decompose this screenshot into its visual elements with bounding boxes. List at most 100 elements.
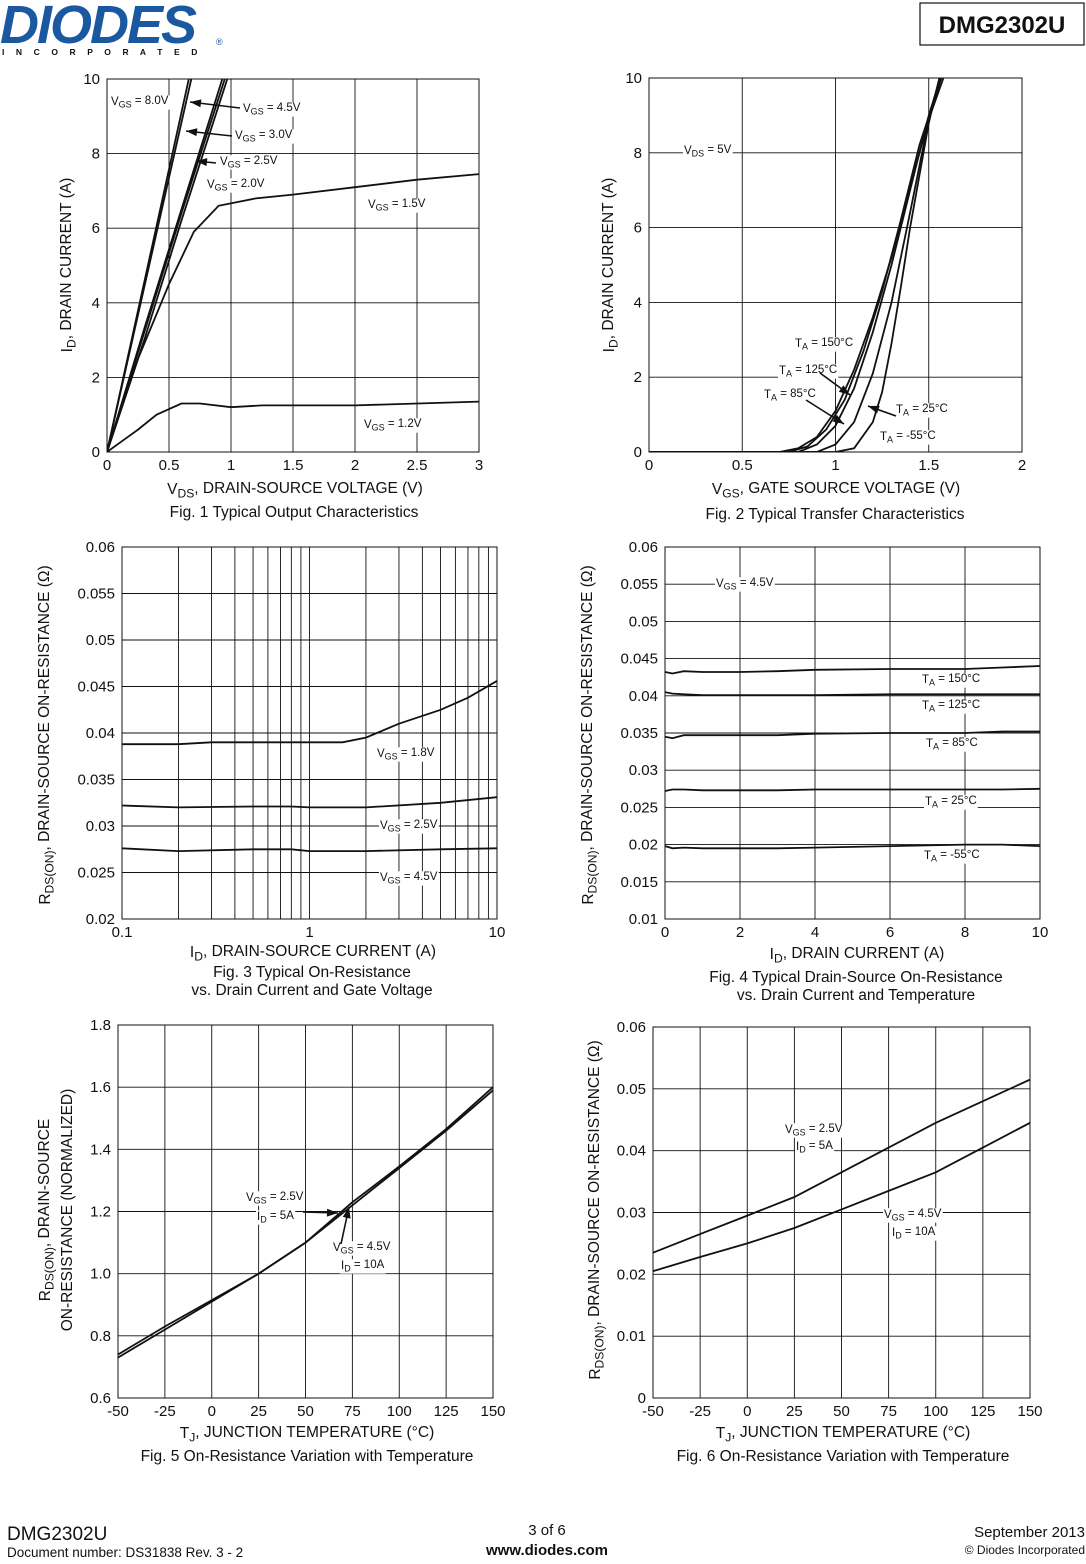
x-tick-label: 1.5 xyxy=(918,457,939,474)
series-label-base: V xyxy=(207,179,215,191)
y-axis-label: ID, DRAIN CURRENT (A) xyxy=(600,178,621,353)
series-label-subscript: GS xyxy=(385,752,398,762)
x-axis-label-base: T xyxy=(716,1425,726,1442)
label-background xyxy=(363,418,423,433)
x-tick-label: 25 xyxy=(786,1403,803,1420)
x-tick-label: 6 xyxy=(886,924,894,941)
footer-url[interactable]: www.diodes.com xyxy=(485,1542,608,1559)
label-background xyxy=(763,388,817,403)
x-axis-label-subscript: D xyxy=(194,950,203,964)
arrow-head-icon xyxy=(868,405,880,414)
series-line-3 xyxy=(122,847,497,853)
y-axis-label-base: I xyxy=(59,348,76,352)
series-label: ID = 10A xyxy=(341,1259,385,1273)
x-tick-label: 3 xyxy=(475,457,483,474)
y-axis-label: RDS(ON), DRAIN-SOURCE ON-RESISTANCE (Ω) xyxy=(579,565,600,904)
series-label-rest: = 2.5V xyxy=(401,819,438,831)
series-line-6 xyxy=(107,173,479,452)
series-label-rest: = 4.5V xyxy=(354,1241,391,1253)
y-tick-label: 0 xyxy=(634,444,642,461)
x-tick-label: 25 xyxy=(250,1403,267,1420)
y-tick-label: 0.06 xyxy=(629,539,658,556)
series-label-rest: = 2.5V xyxy=(241,155,278,167)
y-tick-label: 4 xyxy=(92,295,100,312)
y-tick-label: 0.05 xyxy=(617,1081,646,1098)
label-background xyxy=(925,737,979,752)
series-label-rest: = 1.2V xyxy=(385,418,422,430)
series-label-subscript: A xyxy=(929,704,935,714)
annotation-label-base: V xyxy=(684,145,692,157)
x-tick-label: 1.5 xyxy=(283,457,304,474)
label-background xyxy=(883,1208,943,1223)
x-tick-label: 0.1 xyxy=(112,924,133,941)
x-tick-label: 10 xyxy=(1032,924,1049,941)
annotation-label-base: V xyxy=(716,578,724,590)
footer-date: September 2013 xyxy=(974,1524,1085,1541)
y-axis-label-subscript: DS(ON) xyxy=(43,851,57,894)
y-axis-label: ID, DRAIN CURRENT (A) xyxy=(58,178,79,353)
x-axis-label-base: I xyxy=(770,946,774,963)
series-label-rest: = 2.5V xyxy=(267,1191,304,1203)
series-label-rest: = 8.0V xyxy=(132,95,169,107)
series-label-subscript: GS xyxy=(892,1213,905,1223)
series-label-base: V xyxy=(380,820,388,832)
series-label: VGS = 1.5V xyxy=(368,198,426,212)
x-tick-label: 100 xyxy=(387,1403,412,1420)
label-background xyxy=(340,1259,386,1274)
y-tick-label: 0.035 xyxy=(620,725,658,742)
x-tick-label: -50 xyxy=(642,1403,664,1420)
y-tick-label: 0.04 xyxy=(629,688,658,705)
y-tick-label: 2 xyxy=(634,369,642,386)
x-tick-label: -25 xyxy=(689,1403,711,1420)
series-label: VGS = 2.5V xyxy=(380,819,438,833)
x-axis-label-subscript: J xyxy=(725,1431,731,1445)
label-background xyxy=(332,1241,392,1256)
series-label-base: T xyxy=(922,700,929,712)
x-axis-label: TJ, JUNCTION TEMPERATURE (°C) xyxy=(716,1424,971,1445)
label-background xyxy=(795,1140,835,1155)
arrow-head-icon xyxy=(326,1208,338,1217)
label-background xyxy=(245,1191,305,1206)
x-axis-label: TJ, JUNCTION TEMPERATURE (°C) xyxy=(180,1424,435,1445)
x-tick-label: 0 xyxy=(103,457,111,474)
series-line-5 xyxy=(649,78,941,452)
y-axis-label-rest: , DRAIN CURRENT (A) xyxy=(58,178,75,340)
series-label-subscript: GS xyxy=(341,1246,354,1256)
y-tick-label: 6 xyxy=(92,220,100,237)
y-tick-label: 0.06 xyxy=(86,539,115,556)
footer-page: 3 of 6 xyxy=(528,1522,566,1539)
series-label: ID = 5A xyxy=(257,1210,294,1224)
x-axis-label-rest: , JUNCTION TEMPERATURE (°C) xyxy=(731,1424,970,1441)
x-tick-label: 1 xyxy=(831,457,839,474)
diodes-logo: DIODES ® I N C O R P O R A T E D xyxy=(0,0,223,57)
series-label-subscript: GS xyxy=(388,876,401,886)
y-tick-label: 0.025 xyxy=(77,865,115,882)
series-line-4 xyxy=(665,787,1040,792)
y-tick-label: 10 xyxy=(625,70,642,87)
y-tick-label: 0.035 xyxy=(77,772,115,789)
label-background xyxy=(921,673,982,688)
y-axis-label-subscript: D xyxy=(607,339,621,348)
arrow-head-icon xyxy=(838,385,850,395)
series-label: VGS = 4.5V xyxy=(243,102,301,116)
series-label-base: I xyxy=(257,1211,260,1223)
footer: DMG2302U Document number: DS31838 Rev. 3… xyxy=(7,1522,1085,1560)
annotation-label-rest: = 5V xyxy=(704,144,732,156)
series-label-rest: = 4.5V xyxy=(905,1208,942,1220)
y-tick-label: 0.03 xyxy=(629,762,658,779)
series-label-rest: = 25°C xyxy=(938,795,977,807)
series-label-subscript: A xyxy=(771,393,777,403)
series-label-rest: = 4.5V xyxy=(401,871,438,883)
x-tick-label: 2.5 xyxy=(407,457,428,474)
x-tick-label: 150 xyxy=(480,1403,505,1420)
y-axis-label-rest: , DRAIN-SOURCE ON-RESISTANCE (Ω) xyxy=(586,1040,603,1325)
label-background xyxy=(379,871,439,886)
series-label: VGS = 2.5V xyxy=(785,1123,843,1137)
series-label-rest: = 150°C xyxy=(935,673,980,685)
label-background xyxy=(921,699,982,714)
x-tick-label: 0 xyxy=(645,457,653,474)
series-label-rest: = 5A xyxy=(267,1210,295,1222)
y-tick-label: 0.045 xyxy=(77,679,115,696)
series-label-rest: = 150°C xyxy=(808,337,853,349)
